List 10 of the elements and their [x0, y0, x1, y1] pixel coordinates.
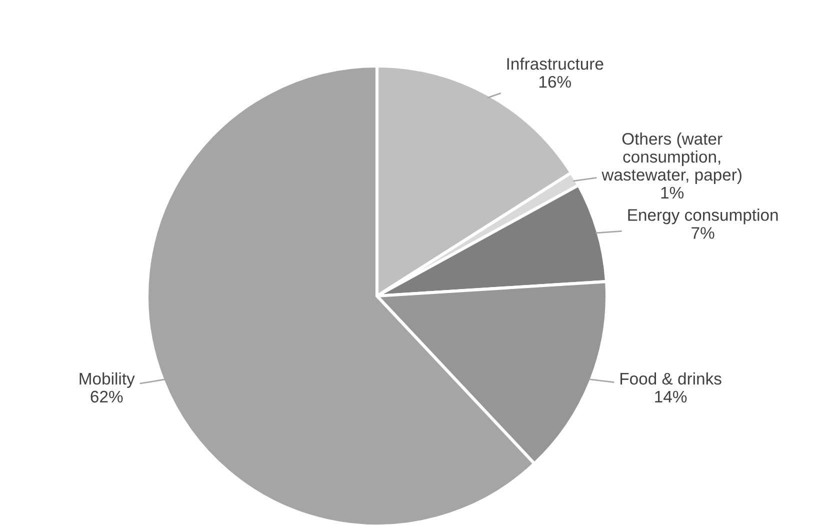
slice-label: Food & drinks — [620, 372, 722, 385]
data-label: 14% — [655, 390, 687, 403]
slice-label: Infrastructure — [507, 58, 604, 70]
data-label: 7% — [692, 227, 714, 239]
slice-label: Others (water consumption, wastewater, paper) — [602, 132, 742, 184]
data-label: 62% — [90, 390, 123, 403]
slice-label: Mobility — [80, 372, 135, 388]
data-label: 16% — [539, 76, 571, 88]
data-label: 1% — [661, 186, 684, 199]
slice-label: Energy consumption — [628, 208, 778, 224]
